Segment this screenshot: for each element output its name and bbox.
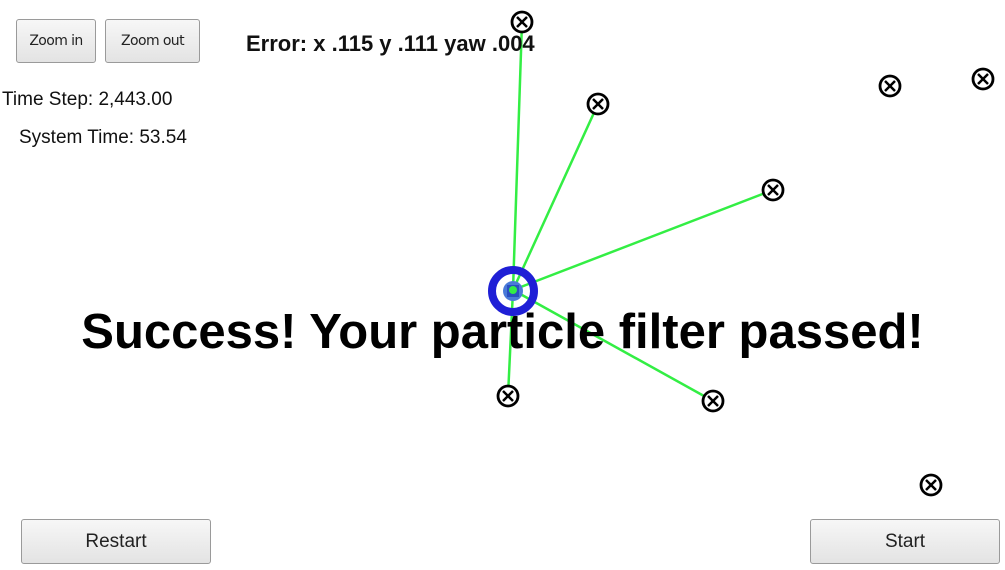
- landmark-icon: [510, 10, 534, 34]
- landmark-icon: [496, 384, 520, 408]
- vehicle-icon: [488, 266, 538, 316]
- zoom-in-label: Zoom in: [29, 33, 83, 49]
- landmark-icon: [919, 473, 943, 497]
- landmarks: [496, 10, 995, 497]
- landmark-icon: [971, 67, 995, 91]
- observation-line: [511, 102, 600, 292]
- restart-label: Restart: [85, 530, 147, 552]
- zoom-in-button[interactable]: Zoom in: [16, 19, 96, 63]
- landmark-icon: [586, 92, 610, 116]
- system-time-readout: System Time: 53.54: [19, 127, 187, 148]
- observation-line: [511, 188, 775, 292]
- start-button[interactable]: Start: [810, 519, 1000, 564]
- start-label: Start: [884, 530, 926, 552]
- landmark-icon: [761, 178, 785, 202]
- observation-lines: [506, 20, 775, 403]
- restart-button[interactable]: Restart: [21, 519, 211, 564]
- landmark-icon: [878, 74, 902, 98]
- zoom-out-button[interactable]: Zoom out: [105, 19, 200, 63]
- time-step-readout: Time Step: 2,443.00: [2, 89, 173, 110]
- observation-line: [511, 20, 524, 292]
- zoom-out-label: Zoom out: [121, 33, 185, 49]
- observation-line: [511, 288, 715, 403]
- observation-line: [506, 288, 515, 398]
- landmark-icon: [701, 389, 725, 413]
- success-message: Success! Your particle filter passed!: [81, 305, 924, 359]
- error-readout: Error: x .115 y .111 yaw .004: [246, 31, 535, 56]
